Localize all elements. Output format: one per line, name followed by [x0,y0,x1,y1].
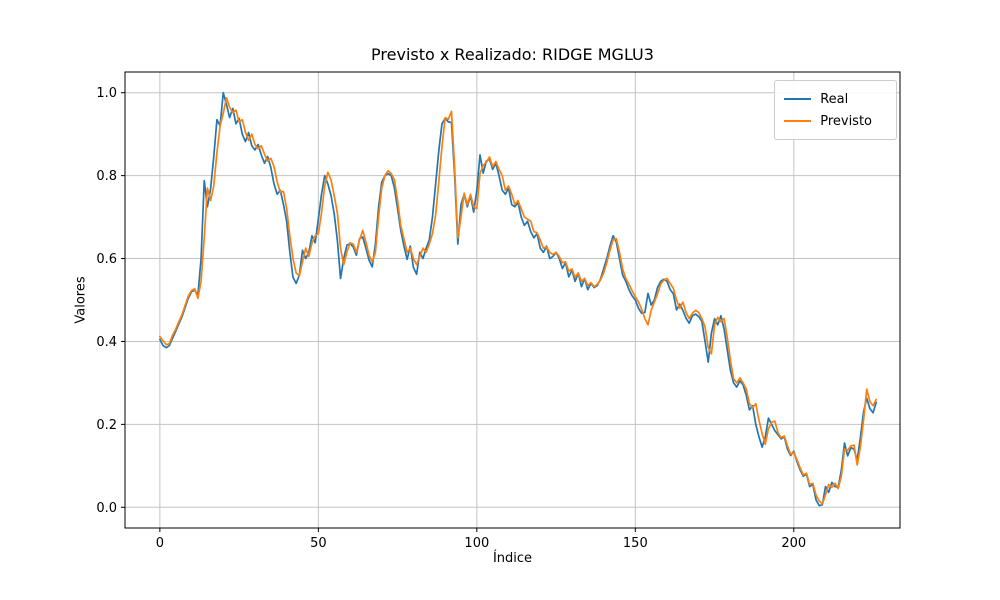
legend-label-previsto: Previsto [820,113,872,129]
x-tick-label: 150 [623,536,648,551]
chart-title: Previsto x Realizado: RIDGE MGLU3 [371,45,654,64]
axes-frame [124,71,901,529]
x-tick-label: 200 [781,536,806,551]
legend-line-swatch-previsto [784,119,812,123]
legend-line-swatch-real [784,97,812,101]
y-axis-label: Valores [73,276,89,324]
y-tick-label: 1.0 [96,86,117,101]
x-axis-label: Índice [492,551,533,566]
x-tick-label: 100 [464,536,489,551]
legend-item-previsto: Previsto [784,110,886,132]
y-tick-label: 0.0 [96,501,117,516]
legend: Real Previsto [774,80,897,140]
series-line-previsto [159,96,878,505]
x-tick-label: 0 [156,536,164,551]
y-tick-label: 0.6 [96,252,117,267]
y-tick-label: 0.2 [96,418,117,433]
legend-label-real: Real [820,91,849,107]
y-tick-label: 0.4 [96,335,117,350]
y-tick-label: 0.8 [96,169,117,184]
legend-item-real: Real [784,88,886,110]
x-tick-label: 50 [310,536,327,551]
